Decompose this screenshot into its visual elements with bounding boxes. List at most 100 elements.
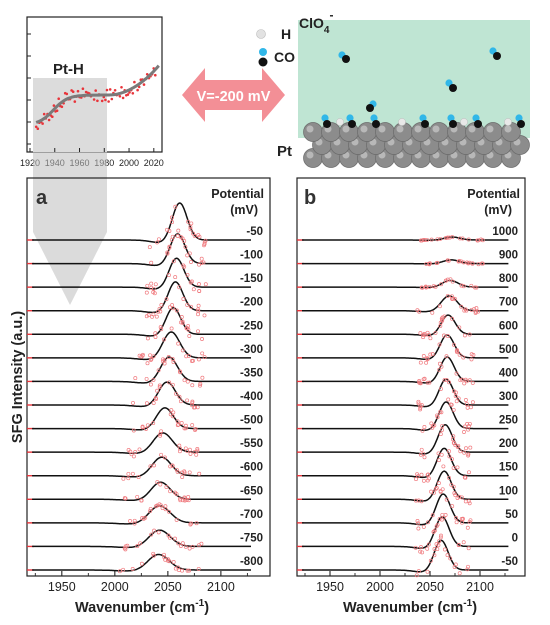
spectrum-data-point — [439, 317, 444, 322]
potential-label: 900 — [499, 250, 518, 262]
inset-fit-curve — [35, 64, 160, 124]
spectrum-data-point — [434, 486, 439, 490]
spectrum-data-point — [126, 476, 131, 481]
spectrum-data-point — [418, 331, 423, 336]
spectrum-data-point — [418, 403, 423, 408]
x-axis-label-a: Wavenumber (cm-1) — [75, 598, 209, 616]
spectrum-data-point — [425, 546, 430, 551]
spectrum-data-point — [197, 262, 201, 267]
spectrum-data-point — [463, 377, 468, 382]
spectrum-data-point — [153, 282, 158, 287]
co-carbon — [474, 120, 482, 128]
spectrum-data-point — [439, 386, 443, 391]
spectrum-data-point — [461, 284, 466, 289]
spectrum-data-point — [418, 405, 423, 410]
spectrum-data-point — [454, 520, 459, 525]
potential-label: -100 — [240, 250, 263, 262]
spectrum-data-point — [429, 421, 434, 426]
spectrum-data-point — [470, 400, 475, 405]
spectrum-data-point — [145, 361, 150, 366]
inset-data-point — [154, 73, 157, 77]
spectrum-data-point — [465, 405, 470, 410]
spectrum-data-point — [452, 565, 457, 569]
spectrum-data-point — [437, 516, 442, 521]
spectrum-data-point — [195, 448, 200, 453]
spectrum-data-point — [435, 415, 440, 420]
spectrum-data-point — [425, 478, 430, 483]
spectrum-data-point — [445, 277, 450, 282]
co-carbon — [517, 120, 525, 128]
spectrum-data-point — [453, 394, 458, 399]
inset-data-point — [73, 100, 77, 103]
inset-data-point — [55, 109, 59, 112]
spectrum-data-point — [151, 551, 156, 556]
spectrum-data-point — [153, 395, 158, 400]
inset-data-point — [137, 85, 141, 89]
pt-atom — [483, 122, 503, 142]
spectrum-data-point — [476, 262, 481, 267]
spectrum-data-point — [139, 498, 144, 503]
spectrum-data-point — [137, 447, 142, 452]
pt-atom — [429, 122, 449, 142]
inset-data-point — [42, 112, 46, 116]
spectrum-data-point — [439, 452, 444, 457]
spectrum-data-point — [126, 471, 131, 476]
spectrum-data-point — [159, 303, 164, 307]
spectrum-data-point — [450, 504, 455, 509]
potential-label: 600 — [499, 320, 518, 332]
spectrum-data-point — [180, 541, 185, 546]
h-atom-icon — [256, 29, 266, 39]
potential-label: -500 — [240, 415, 263, 427]
spectrum-data-point — [436, 481, 441, 486]
spectrum-data-point — [148, 353, 153, 358]
potential-label: -700 — [240, 509, 263, 521]
spectrum-fit-line — [32, 432, 251, 455]
spectrum-data-point — [462, 333, 467, 338]
spectrum-data-point — [430, 310, 435, 315]
co-oxygen — [447, 114, 455, 122]
spectrum-data-point — [162, 358, 167, 363]
spectrum-data-point — [443, 513, 448, 517]
spectrum-data-point — [149, 260, 154, 265]
spectrum-data-point — [162, 555, 167, 560]
spectrum-data-point — [427, 284, 432, 289]
spectrum-data-point — [466, 237, 471, 242]
spectrum-data-point — [463, 424, 468, 429]
spectrum-data-point — [187, 470, 192, 475]
spectrum-data-point — [420, 332, 425, 337]
spectrum-data-point — [433, 284, 438, 289]
spectrum-fit-line — [32, 356, 251, 384]
spectrum-fit-line — [32, 281, 251, 314]
pt-label: Pt — [277, 143, 292, 160]
spectrum-data-point — [440, 428, 444, 432]
spectrum-data-point — [169, 215, 174, 220]
inset-data-point — [76, 89, 80, 93]
spectrum-data-point — [170, 220, 175, 225]
spectrum-data-point — [155, 388, 160, 393]
spectrum-data-point — [133, 376, 138, 381]
spectrum-data-point — [168, 489, 173, 494]
spectrum-data-point — [466, 546, 471, 551]
spectrum-data-point — [446, 397, 451, 402]
spectrum-data-point — [437, 304, 442, 309]
spectrum-data-point — [471, 353, 476, 357]
spectrum-data-point — [190, 544, 195, 549]
spectrum-data-point — [169, 237, 174, 242]
spectrum-data-point — [196, 307, 200, 312]
spectrum-data-point — [438, 432, 443, 437]
pt-atom-highlight — [504, 125, 512, 133]
spectrum-data-point — [192, 233, 197, 238]
spectrum-data-point — [188, 227, 193, 232]
spectrum-data-point — [429, 237, 434, 242]
spectrum-data-point — [196, 566, 201, 571]
spectrum-data-point — [440, 487, 445, 492]
inset-data-point — [131, 92, 135, 95]
spectrum-fit-line — [302, 314, 509, 337]
spectrum-data-point — [436, 543, 441, 548]
spectrum-data-point — [430, 513, 435, 518]
pt-atom-highlight — [486, 125, 494, 133]
spectrum-data-point — [157, 307, 162, 311]
spectrum-data-point — [171, 560, 176, 564]
co-oxygen — [515, 114, 523, 122]
spectrum-data-point — [159, 452, 164, 457]
